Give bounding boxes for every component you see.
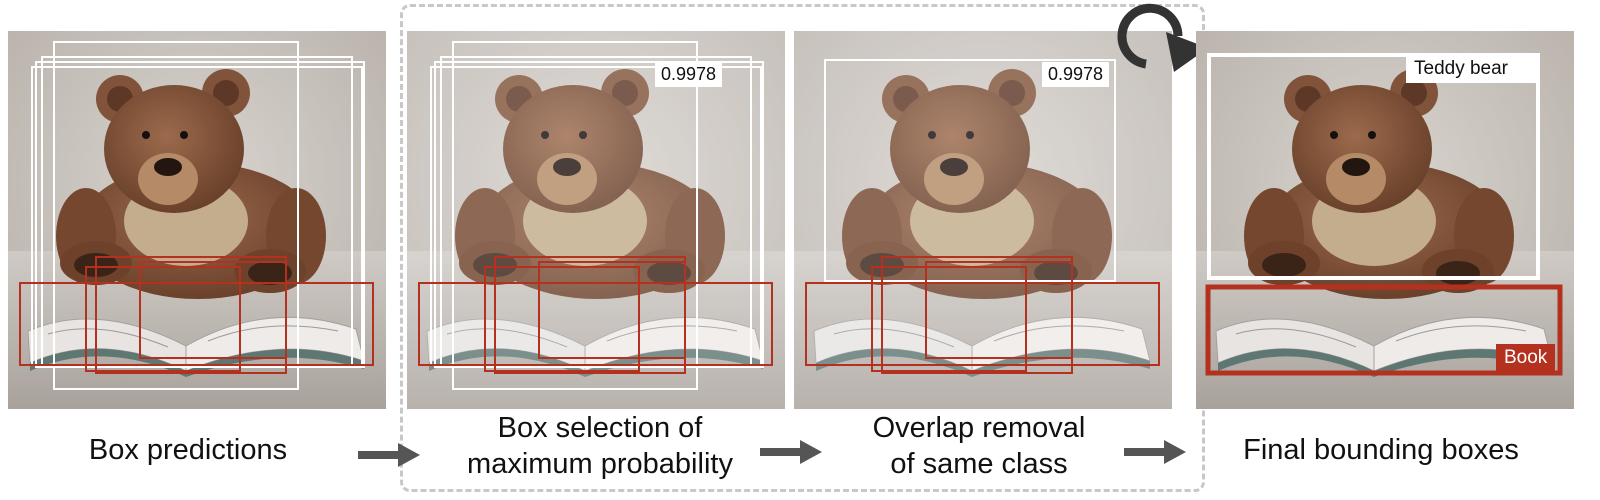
panel-box-predictions: [8, 31, 386, 409]
score-label: 0.9978: [655, 62, 723, 87]
book-candidate-box: [484, 266, 640, 372]
book-candidate-box: [139, 261, 287, 359]
caption-line: Box selection of: [497, 412, 703, 444]
teddy-selected-box: [824, 59, 1116, 282]
caption-overlap-removal: Overlap removal of same class: [794, 410, 1164, 482]
right-arrow-icon: [760, 440, 822, 464]
score-label: 0.9978: [1042, 62, 1110, 87]
book-candidate-box: [925, 261, 1073, 359]
teddy-class-label: Teddy bear: [1406, 55, 1538, 83]
teddy-book-photo: [407, 31, 785, 409]
caption-line: Overlap removal: [872, 412, 1086, 444]
book-candidate-box: [418, 282, 773, 366]
caption-final-boxes: Final bounding boxes: [1196, 432, 1566, 468]
book-candidate-boxes: [805, 256, 1160, 374]
book-candidate-box: [805, 282, 1160, 366]
caption-box-predictions: Box predictions: [8, 432, 368, 468]
panel-box-selection: 0.9978: [407, 31, 785, 409]
right-arrow-icon: [1124, 440, 1186, 464]
caption-box-selection: Box selection of maximum probability: [415, 410, 785, 482]
teddy-candidate-box: [53, 41, 299, 390]
caption-line: maximum probability: [467, 448, 733, 480]
teddy-candidate-box: [35, 61, 365, 368]
book-candidate-box: [19, 282, 374, 366]
teddy-final-box: [1207, 53, 1540, 280]
book-final-box: [1205, 284, 1563, 376]
right-arrow-icon: [358, 443, 420, 467]
panel-overlap-removal: 0.9978: [794, 31, 1172, 409]
teddy-selected-box-group: [824, 59, 1116, 282]
caption-line: Final bounding boxes: [1243, 434, 1519, 466]
book-candidate-boxes: [19, 256, 374, 374]
book-candidate-box: [538, 261, 686, 359]
caption-line: of same class: [890, 448, 1068, 480]
caption-line: Box predictions: [88, 434, 288, 466]
teddy-candidate-box: [452, 41, 698, 390]
book-class-label: Book: [1496, 344, 1556, 372]
panel-final-boxes: Teddy bear Book: [1196, 31, 1574, 409]
book-candidate-boxes: [418, 256, 773, 374]
teddy-book-photo: [8, 31, 386, 409]
teddy-book-photo: [1196, 31, 1574, 409]
teddy-candidate-box: [434, 61, 764, 368]
book-candidate-box: [871, 266, 1027, 372]
circular-loop-arrow-icon: [1117, 3, 1208, 72]
teddy-book-photo: [794, 31, 1172, 409]
book-candidate-box: [85, 266, 241, 372]
